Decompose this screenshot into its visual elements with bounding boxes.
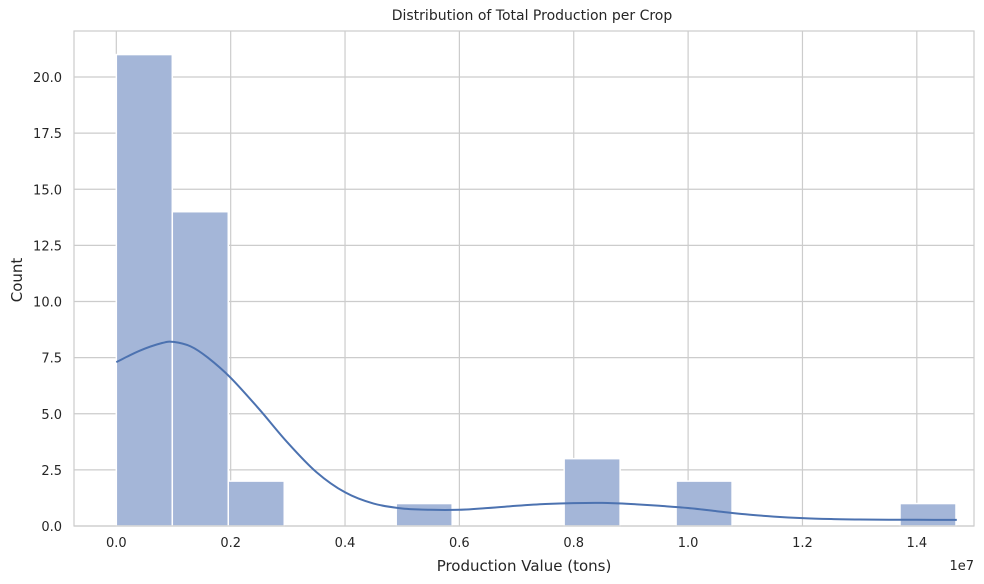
histogram-bar xyxy=(395,502,453,527)
x-tick-label: 1.2 xyxy=(792,536,813,551)
kde-curve xyxy=(115,340,957,521)
y-tick-label: 10.0 xyxy=(33,296,62,311)
y-axis-ticks: 0.0 2.5 5.0 7.5 10.0 12.5 15.0 17.5 20.0 xyxy=(33,71,62,535)
y-tick-label: 12.5 xyxy=(33,239,62,254)
x-tick-label: 0.0 xyxy=(106,536,127,551)
histogram-bar xyxy=(899,502,957,527)
y-tick-label: 15.0 xyxy=(33,183,62,198)
x-tick-label: 1.0 xyxy=(678,536,699,551)
y-axis-label: Count xyxy=(8,258,26,303)
x-tick-label: 1.4 xyxy=(906,536,927,551)
chart-title: Distribution of Total Production per Cro… xyxy=(392,8,673,24)
x-tick-label: 0.4 xyxy=(335,536,356,551)
x-axis-offset-label: 1e7 xyxy=(949,559,974,574)
histogram-bar xyxy=(227,480,285,527)
y-tick-label: 0.0 xyxy=(41,520,62,535)
x-axis-ticks: 0.0 0.2 0.4 0.6 0.8 1.0 1.2 1.4 xyxy=(106,536,927,551)
y-tick-label: 17.5 xyxy=(33,127,62,142)
x-tick-label: 0.8 xyxy=(563,536,584,551)
x-axis-label: Production Value (tons) xyxy=(437,557,612,575)
y-tick-label: 2.5 xyxy=(41,464,62,479)
histogram-bar xyxy=(675,480,733,527)
x-tick-label: 0.6 xyxy=(449,536,470,551)
y-tick-label: 5.0 xyxy=(41,408,62,423)
histogram-bars xyxy=(115,53,957,527)
histogram-bar xyxy=(115,53,174,527)
histogram-bar xyxy=(171,210,230,527)
y-tick-label: 20.0 xyxy=(33,71,62,86)
plot-frame xyxy=(73,30,975,527)
histogram-bar xyxy=(563,457,621,527)
x-tick-label: 0.2 xyxy=(220,536,241,551)
y-tick-label: 7.5 xyxy=(41,352,62,367)
